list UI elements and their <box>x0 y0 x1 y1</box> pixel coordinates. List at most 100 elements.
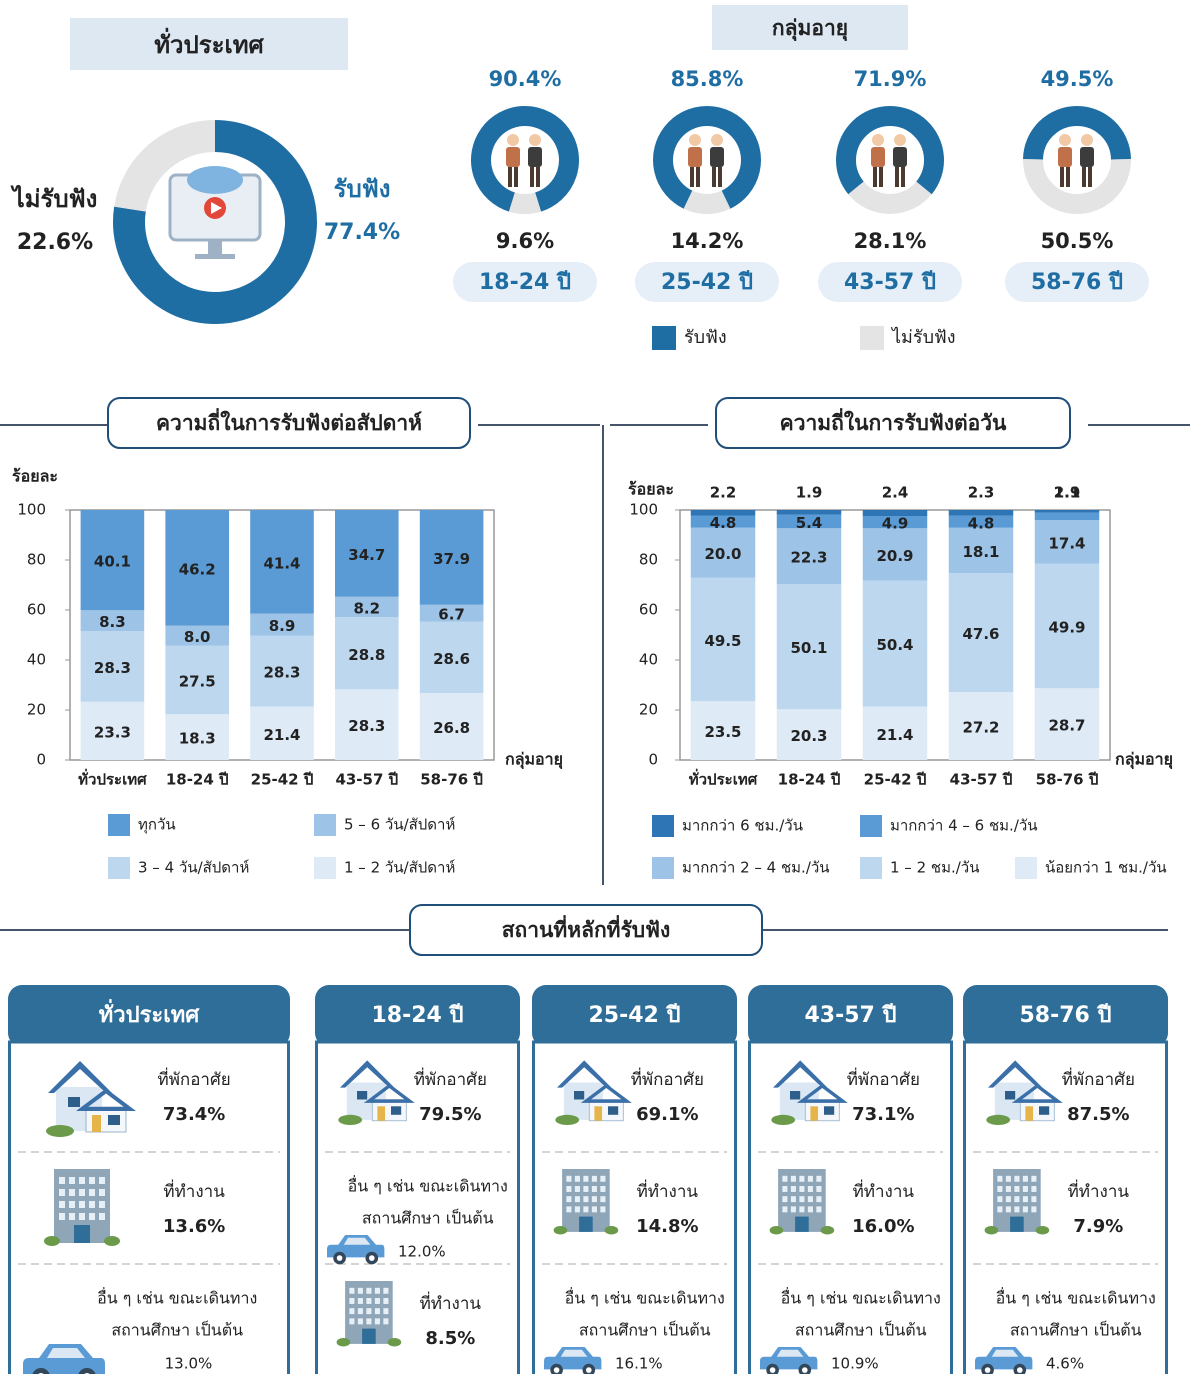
icon-part <box>69 1201 75 1208</box>
icon-part <box>816 1186 821 1192</box>
icon-part <box>358 1288 363 1294</box>
icon-part <box>1023 1196 1028 1202</box>
legend-label: 3 – 4 วัน/สัปดาห์ <box>138 859 249 877</box>
building-icon <box>554 1169 619 1234</box>
data-label: 28.3 <box>94 659 131 677</box>
place-label: ที่พักอาศัย <box>847 1067 920 1090</box>
icon-part <box>579 1217 593 1232</box>
icon-part <box>586 1367 592 1373</box>
place-label: อื่น ๆ เช่น ขณะเดินทาง <box>565 1287 725 1308</box>
icon-part <box>104 1236 120 1246</box>
place-label: สถานศึกษา เป็นต้น <box>111 1320 243 1340</box>
data-label: 8.3 <box>99 613 126 631</box>
data-label: 20.0 <box>704 545 741 563</box>
icon-part <box>696 167 700 187</box>
icon-part <box>377 1106 385 1120</box>
value-label: 49.5% <box>1041 67 1114 91</box>
place-label: ที่ทำงาน <box>853 1179 915 1202</box>
place-value: 16.1% <box>615 1355 663 1373</box>
place-value: 16.0% <box>852 1216 914 1237</box>
icon-part <box>366 1298 371 1304</box>
icon-part <box>795 1217 809 1232</box>
icon-part <box>1031 1206 1036 1212</box>
icon-part <box>375 1308 380 1314</box>
data-label: 8.2 <box>354 600 381 618</box>
section-title: ความถี่ในการรับฟังต่อวัน <box>780 407 1007 435</box>
icon-part <box>816 1176 821 1182</box>
data-label: 28.8 <box>348 646 385 664</box>
donut-slice <box>663 116 751 200</box>
data-label: 22.3 <box>790 549 827 567</box>
donut-slice <box>688 200 726 204</box>
icon-part <box>566 1176 571 1182</box>
bar-segment <box>863 510 928 516</box>
icon-part <box>712 167 716 187</box>
y-tick-label: 80 <box>27 551 46 569</box>
data-label: 40.1 <box>94 553 131 571</box>
icon-part <box>566 1186 571 1192</box>
icon-part <box>208 240 222 254</box>
data-label: 28.6 <box>433 650 470 668</box>
icon-part <box>44 1236 60 1246</box>
data-label: 8.9 <box>269 617 296 635</box>
place-value: 10.9% <box>831 1355 879 1373</box>
value-label: 90.4% <box>489 67 562 91</box>
place-value: 14.8% <box>636 1216 698 1237</box>
data-label: 34.7 <box>348 546 385 564</box>
icon-part <box>583 1196 588 1202</box>
icon-part <box>872 134 884 146</box>
place-value: 13.6% <box>163 1216 225 1237</box>
icon-part <box>816 1206 821 1212</box>
legend-swatch <box>314 857 336 879</box>
value-label: 28.1% <box>854 229 927 253</box>
icon-part <box>791 1196 796 1202</box>
legend-label: 1 – 2 ชม./วัน <box>890 859 979 877</box>
y-tick-label: 80 <box>639 551 658 569</box>
icon-part <box>1036 1226 1050 1235</box>
data-label: 50.4 <box>876 636 913 654</box>
data-label: 18.1 <box>962 543 999 561</box>
icon-part <box>383 1308 388 1314</box>
place-value: 79.5% <box>419 1104 481 1125</box>
chart-title: กลุ่มอายุ <box>772 16 848 42</box>
legend-label: มากกว่า 6 ชม./วัน <box>682 817 803 835</box>
icon-part <box>1006 1186 1011 1192</box>
icon-part <box>799 1196 804 1202</box>
y-tick-label: 20 <box>639 701 658 719</box>
icon-part <box>1017 1367 1023 1373</box>
legend-swatch <box>860 326 884 350</box>
y-tick-label: 40 <box>27 651 46 669</box>
icon-part <box>375 1318 380 1324</box>
icon-part <box>383 1318 388 1324</box>
building-icon <box>337 1281 402 1346</box>
infographic: ทั่วประเทศไม่รับฟัง22.6%รับฟัง77.4%กลุ่ม… <box>0 0 1190 1374</box>
icon-part <box>592 1196 597 1202</box>
category-label: 25-42 ปี <box>661 270 753 295</box>
value-label: 22.6% <box>17 230 93 255</box>
icon-part <box>690 167 694 187</box>
icon-part <box>383 1288 388 1294</box>
icon-part <box>358 1298 363 1304</box>
icon-part <box>710 147 724 167</box>
icon-part <box>388 1338 402 1347</box>
x-tick-label: 25-42 ปี <box>864 771 927 789</box>
icon-part <box>337 1255 343 1261</box>
icon-part <box>1082 167 1086 187</box>
icon-part <box>895 167 899 187</box>
icon-part <box>791 1176 796 1182</box>
icon-part <box>600 1206 605 1212</box>
place-value: 12.0% <box>398 1243 446 1261</box>
axis-label: ร้อยละ <box>628 480 674 499</box>
donut-slice <box>846 116 934 188</box>
icon-part <box>901 167 905 187</box>
icon-part <box>575 1196 580 1202</box>
icon-part <box>594 1106 602 1120</box>
data-label: 27.5 <box>179 672 216 690</box>
icon-part <box>566 1196 571 1202</box>
value-label: 77.4% <box>324 220 400 245</box>
donut-slice <box>856 188 924 204</box>
x-tick-label: 58-76 ปี <box>420 771 483 789</box>
category-label: 58-76 ปี <box>1031 270 1123 295</box>
donut-slice <box>1033 159 1121 204</box>
x-tick-label: ทั่วประเทศ <box>78 769 147 789</box>
